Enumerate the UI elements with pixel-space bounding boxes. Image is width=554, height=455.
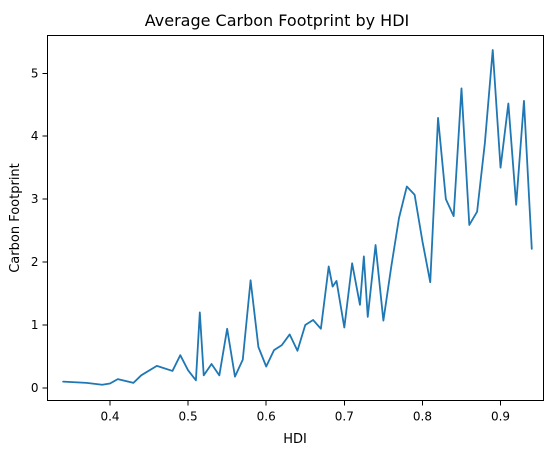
- x-tick-label: 0.5: [179, 410, 198, 424]
- y-axis-ticks: 0 1 2 3 4 5: [31, 66, 48, 395]
- x-axis-ticks: 0.4 0.5 0.6 0.7 0.8 0.9: [100, 400, 510, 424]
- y-tick-label: 4: [31, 129, 39, 143]
- x-tick-label: 0.6: [257, 410, 276, 424]
- data-line: [62, 49, 533, 386]
- x-tick-label: 0.7: [335, 410, 354, 424]
- x-tick-label: 0.8: [413, 410, 432, 424]
- y-tick-label: 0: [31, 381, 39, 395]
- x-axis-label: HDI: [283, 432, 307, 447]
- plot-area: 0.4 0.5 0.6 0.7 0.8 0.9 0 1 2 3 4 5: [31, 35, 544, 424]
- y-axis-label: Carbon Footprint: [8, 163, 23, 273]
- x-tick-label: 0.9: [491, 410, 510, 424]
- chart-title: Average Carbon Footprint by HDI: [145, 11, 409, 30]
- y-tick-label: 5: [31, 66, 39, 80]
- x-tick-label: 0.4: [100, 410, 119, 424]
- y-tick-label: 2: [31, 255, 39, 269]
- plot-frame: [47, 35, 544, 401]
- y-tick-label: 3: [31, 192, 39, 206]
- y-tick-label: 1: [31, 318, 39, 332]
